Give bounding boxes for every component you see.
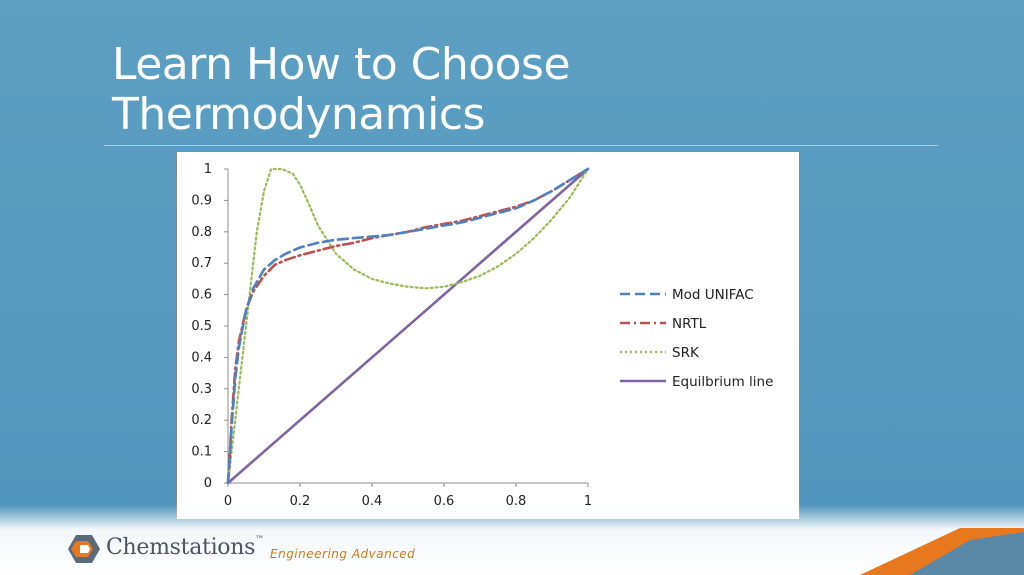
tagline: Engineering Advanced [270,547,416,561]
y-tick-label: 0.2 [191,413,212,428]
corner-accent-shape [860,528,1024,575]
series-line-nrtl [226,167,590,485]
title-divider [104,145,938,146]
brand-name: Chemstations™ [106,535,264,560]
x-tick-label: 1 [584,494,592,509]
chart-frame: 0 0.1 0.2 0.3 0.4 0.5 0.6 0.7 0.8 0.9 1 0 0.2 0.4 0.6 0… [176,151,800,520]
xy-equilibrium-chart: 00.10.20.30.40.50.60.70.80.910 0.2 0.4 0.6 0… [191,162,773,509]
y-tick-label: 0.6 [191,288,212,303]
legend-label: SRK [672,345,700,361]
y-tick-label: 0.3 [191,382,212,397]
slide-title: Learn How to Choose Thermodynamics [112,39,571,140]
x-tick-label: 0 [224,494,232,509]
series-line-mod-unifac [226,167,590,485]
brand-name-text: Chemstations [106,535,256,560]
y-tick-label: 0.7 [191,256,212,271]
y-tick-label: 1 [204,162,212,177]
y-tick-label: 0.1 [191,445,212,460]
series-line-equilbrium-line [226,167,590,485]
chemstations-logo-icon [68,535,100,563]
footer-band [0,505,1024,575]
series-line-srk [226,167,590,485]
y-tick-label: 0.4 [191,350,212,365]
trademark-mark: ™ [255,535,264,545]
legend-label: Equilbrium line [672,374,773,390]
y-tick-label: 0.8 [191,225,212,240]
legend-label: NRTL [672,316,707,332]
y-tick-label: 0.5 [191,319,212,334]
y-tick-label: 0 [204,476,212,491]
y-tick-label: 0.9 [191,193,212,208]
legend-label: Mod UNIFAC [672,287,754,303]
